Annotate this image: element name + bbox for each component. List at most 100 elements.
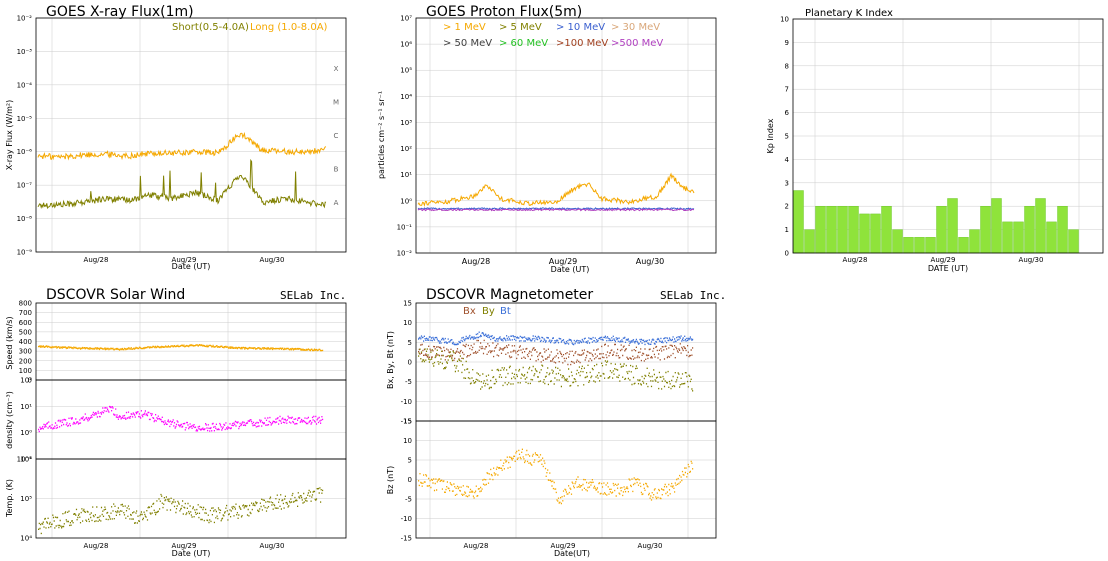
wind-subplot-frame [35, 458, 347, 539]
kp-bar [892, 229, 903, 254]
wind-subplot-frame [35, 379, 347, 460]
wind-y-tick-label: 0 [28, 377, 32, 385]
proton-legend-entry: > 10 MeV [556, 22, 605, 33]
wind-y-tick-label: 10⁶ [20, 456, 32, 464]
xray-plot-frame [35, 17, 347, 253]
kp-bar [958, 237, 969, 254]
proton-y-tick-label: 10⁴ [400, 93, 412, 101]
wind-y-tick-label: 400 [19, 338, 32, 346]
kp-bar [1068, 229, 1079, 254]
mag-panel: DSCOVR Magnetometer SELab Inc. 15 10 5 0 -5 -… [386, 287, 726, 558]
kp-title: Planetary K Index [805, 8, 893, 19]
wind-y-tick-label: 700 [19, 309, 32, 317]
mag-b-ylabel: Bx, By, Bt (nT) [386, 331, 395, 389]
xray-y-tick-label: 10⁻⁷ [17, 182, 33, 190]
kp-y-tick-label: 10 [780, 16, 789, 24]
xray-flare-class-label: M [333, 99, 339, 107]
xray-legend-short: Short(0.5-4.0A) [172, 22, 249, 33]
kp-bar [1057, 205, 1068, 254]
wind-y-tick-label: 300 [19, 348, 32, 356]
mag-series-bx [418, 339, 694, 366]
xray-x-tick-label: Aug/30 [260, 256, 285, 264]
wind-x-tick-label: Aug/29 [172, 542, 197, 550]
kp-bar [1013, 221, 1024, 254]
xray-panel: GOES X-ray Flux(1m) X-ray Flux (W/m²) Da… [5, 4, 347, 271]
xray-flare-class-label: X [334, 65, 339, 73]
proton-legend-entry: > 5 MeV [499, 22, 542, 33]
kp-panel: Planetary K Index Kp Index DATE (UT) 0 1 2… [766, 8, 1104, 273]
mag-y-tick-label: 0 [408, 476, 412, 484]
kp-bar [925, 237, 936, 254]
xray-legend-long: Long (1.0-8.0A) [250, 22, 328, 33]
wind-speed-ylabel: Speed (km/s) [5, 316, 14, 369]
proton-y-tick-label: 10⁰ [400, 197, 412, 205]
proton-y-tick-label: 10³ [400, 119, 412, 127]
kp-x-tick-label: Aug/29 [931, 256, 956, 264]
kp-bar [1046, 221, 1057, 254]
kp-bar [848, 205, 859, 254]
mag-series-bt [418, 331, 694, 346]
kp-y-tick-label: 8 [785, 62, 789, 70]
proton-y-tick-label: 10¹ [400, 171, 412, 179]
xray-title: GOES X-ray Flux(1m) [46, 4, 194, 20]
proton-title: GOES Proton Flux(5m) [426, 4, 582, 20]
wind-y-tick-label: 10¹ [20, 403, 32, 411]
xray-ylabel: X-ray Flux (W/m²) [5, 100, 14, 170]
kp-bar [1002, 221, 1013, 254]
proton-x-tick-label: Aug/30 [636, 257, 665, 266]
wind-series-points-2 [38, 487, 324, 535]
mag-title: DSCOVR Magnetometer [426, 287, 593, 303]
proton-y-tick-label: 10⁻¹ [397, 223, 413, 231]
xray-y-tick-label: 10⁻⁶ [17, 148, 33, 156]
mag-y-tick-label: -15 [401, 418, 412, 426]
kp-y-tick-label: 3 [785, 179, 789, 187]
kp-bar [804, 229, 815, 254]
xray-x-tick-label: Aug/29 [172, 256, 197, 264]
xray-flare-class-label: A [334, 199, 339, 207]
wind-y-tick-label: 800 [19, 300, 32, 308]
proton-legend-entry: >500 MeV [611, 38, 663, 49]
kp-xlabel: DATE (UT) [928, 264, 968, 273]
kp-bar [914, 237, 925, 254]
kp-bar [969, 229, 980, 254]
proton-xlabel: Date (UT) [551, 265, 590, 274]
kp-y-tick-label: 9 [785, 39, 789, 47]
kp-bar [870, 213, 881, 254]
wind-y-tick-label: 10⁵ [20, 495, 32, 503]
mag-series-bz [418, 448, 694, 505]
kp-bar [837, 205, 848, 254]
wind-y-tick-label: 10⁻¹ [17, 456, 33, 464]
xray-y-tick-label: 10⁻⁸ [17, 215, 33, 223]
kp-ylabel: Kp Index [766, 118, 775, 153]
wind-y-tick-label: 600 [19, 319, 32, 327]
mag-y-tick-label: 15 [403, 418, 412, 426]
kp-bar [815, 205, 826, 254]
xray-flare-class-label: B [334, 165, 339, 173]
proton-plot-frame [415, 17, 717, 254]
kp-bar [826, 205, 837, 254]
xray-y-tick-label: 10⁻³ [17, 48, 33, 56]
mag-y-tick-label: 0 [408, 359, 412, 367]
proton-y-tick-label: 10² [400, 145, 412, 153]
kp-y-tick-label: 1 [785, 226, 789, 234]
proton-y-tick-label: 10⁷ [400, 15, 412, 23]
mag-y-tick-label: -15 [401, 535, 412, 543]
mag-subplot-frame [415, 420, 717, 539]
xray-y-tick-label: 10⁻² [17, 15, 33, 23]
mag-y-tick-label: -10 [401, 515, 412, 523]
mag-y-tick-label: 10 [403, 437, 412, 445]
wind-brand: SELab Inc. [280, 289, 346, 302]
mag-y-tick-label: 5 [408, 457, 412, 465]
kp-bar [936, 205, 947, 254]
kp-bar [881, 205, 892, 254]
kp-bar [980, 205, 991, 254]
mag-brand: SELab Inc. [660, 289, 726, 302]
proton-series-line-2 [417, 208, 695, 212]
wind-xlabel: Date (UT) [172, 549, 211, 558]
wind-temp-ylabel: Temp. (K) [5, 479, 14, 518]
kp-y-tick-label: 2 [785, 203, 789, 211]
mag-y-tick-label: 15 [403, 300, 412, 308]
proton-legend-entry: > 30 MeV [611, 22, 660, 33]
mag-legend-bx: Bx [463, 306, 476, 317]
